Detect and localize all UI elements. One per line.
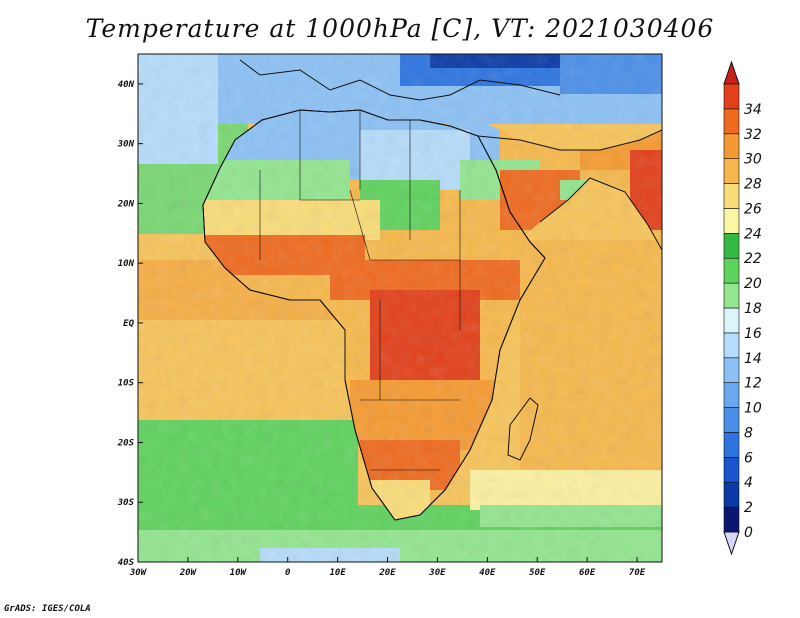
lon-tick-label: 30W (129, 568, 148, 578)
colorbar-segment (723, 506, 740, 533)
colorbar-segment (723, 407, 740, 433)
colorbar-segment (723, 133, 740, 159)
colorbar-label: 0 (744, 525, 753, 541)
lat-tick-label: 10S (118, 379, 135, 389)
lat-tick-label: 40N (118, 80, 135, 90)
longitude-ticks: 30W 20W 10W 0 10E 20E 30E 40E 50E 60E 70E (129, 557, 646, 578)
colorbar-label: 4 (744, 475, 753, 491)
lat-tick-label: 10N (118, 259, 135, 269)
europe-coastline (239, 59, 561, 101)
colorbar-segment (723, 83, 740, 110)
lon-tick-label: 0 (285, 568, 291, 578)
colorbar-label: 14 (744, 351, 762, 367)
colorbar-segment (723, 481, 740, 508)
lat-tick-label: 20S (117, 438, 135, 448)
lat-tick-label: EQ (123, 319, 134, 329)
colorbar-segment (723, 332, 740, 359)
lon-tick-label: 20W (179, 568, 198, 578)
colorbar-label: 24 (744, 226, 762, 242)
lon-tick-label: 60E (579, 568, 596, 578)
colorbar-label: 2 (744, 500, 753, 516)
colorbar-label: 26 (744, 201, 762, 217)
colorbar-segment (723, 233, 740, 259)
colorbar-label: 18 (744, 301, 762, 317)
colorbar-label: 30 (744, 152, 762, 168)
colorbar-label: 16 (744, 326, 762, 342)
africa-coastline (202, 109, 546, 521)
colorbar-segment (723, 457, 740, 483)
colorbar-segment (723, 382, 740, 408)
colorbar-label: 10 (744, 401, 762, 417)
colorbar-segment (723, 158, 740, 184)
lat-tick-label: 30N (117, 140, 135, 150)
colorbar-segment (723, 183, 740, 209)
lon-tick-label: 30E (428, 568, 446, 578)
colorbar-segment (723, 307, 740, 334)
colorbar-over-triangle (723, 60, 740, 85)
madagascar-coastline (507, 397, 539, 461)
country-borders (259, 110, 461, 471)
lat-tick-label: 30S (117, 498, 135, 508)
lon-tick-label: 10W (230, 568, 248, 578)
colorbar-segment (723, 108, 740, 135)
colorbar-under-triangle (723, 531, 740, 556)
lon-tick-label: 10E (329, 568, 346, 578)
colorbar-label: 32 (744, 127, 762, 143)
map-title: Temperature at 1000hPa [C], VT: 20210304… (85, 14, 715, 43)
lat-tick-label: 40S (118, 558, 135, 568)
arabia-coastline (477, 129, 662, 259)
lat-tick-label: 20N (117, 199, 135, 209)
colorbar-segment (723, 208, 740, 234)
colorbar-label: 34 (744, 102, 762, 118)
colorbar-segment (723, 257, 740, 284)
colorbar-label: 6 (744, 450, 753, 466)
latitude-ticks: 40N 30N 20N 10N EQ 10S 20S 30S 40S (117, 80, 143, 568)
lon-tick-label: 40E (479, 568, 496, 578)
colorbar-segment (723, 357, 740, 383)
colorbar-segment (723, 432, 740, 458)
map-frame (137, 53, 663, 563)
lon-tick-label: 70E (629, 568, 646, 578)
credit-label: GrADS: IGES/COLA (4, 604, 91, 614)
colorbar-label: 20 (744, 276, 762, 292)
colorbar-label: 8 (744, 425, 753, 441)
colorbar-segment (723, 282, 740, 309)
colorbar-label: 22 (744, 251, 762, 267)
lon-tick-label: 20E (378, 568, 396, 578)
lon-tick-label: 50E (529, 568, 546, 578)
colorbar-label: 28 (744, 177, 762, 193)
colorbar-label: 12 (744, 376, 762, 392)
